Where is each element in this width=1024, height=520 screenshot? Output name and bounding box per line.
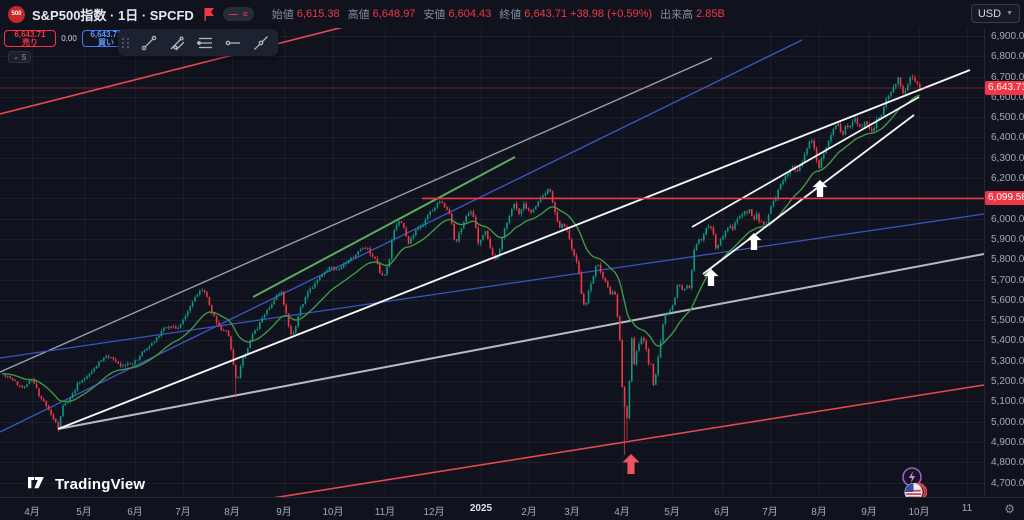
drag-handle[interactable] (122, 37, 130, 48)
ohlc-readout: 始値 6,615.38 高値 6,648.97 安値 6,604.43 終値 6… (264, 6, 725, 22)
sell-button[interactable]: 6,643.71 売り (4, 30, 56, 47)
time-axis-label: 11月 (374, 507, 396, 518)
minus-icon[interactable]: — (228, 9, 238, 19)
time-axis-label: 11 (961, 503, 973, 514)
chevron-down-icon: ▼ (1006, 10, 1013, 17)
indicator-count: 5 (21, 52, 27, 62)
price-axis[interactable]: 6,900.00 6,800.00 6,700.00 6,600.00 6,500.00… (984, 28, 1024, 509)
time-axis[interactable]: 4月 5月 6月 7月 8月 9月 10月 11月 12月 2025 2月 3月 4月 5月 6月 7月 8月 9… (0, 497, 1024, 520)
buy-label: 買い (98, 37, 114, 47)
alert-level-tag: 6,099.58 (985, 191, 1024, 206)
trend-line-icon[interactable] (140, 34, 158, 52)
price-axis-label: 6,400.00 (991, 132, 1024, 144)
extended-line-icon[interactable] (252, 34, 270, 52)
current-price-tag: 6,643.71 (985, 81, 1024, 95)
price-axis-label: 5,400.00 (991, 335, 1024, 347)
buy-price: 6,643.71 (90, 29, 122, 39)
time-axis-label: 9月 (861, 507, 877, 518)
time-axis-label: 3月 (564, 507, 580, 518)
time-axis-label: 5月 (664, 507, 680, 518)
flag-icon[interactable] (204, 7, 215, 21)
price-axis-label: 4,800.00 (991, 457, 1024, 469)
parallel-channel-icon[interactable] (168, 34, 186, 52)
time-axis-label: 8月 (224, 507, 240, 518)
time-axis-label: 5月 (76, 507, 92, 518)
close-label: 終値 (499, 9, 522, 21)
time-axis-label: 6月 (714, 507, 730, 518)
price-axis-label: 6,200.00 (991, 173, 1024, 185)
price-axis-label: 5,600.00 (991, 294, 1024, 306)
price-axis-label: 6,800.00 (991, 51, 1024, 63)
price-axis-label: 5,800.00 (991, 254, 1024, 266)
time-axis-label: 9月 (276, 507, 292, 518)
price-axis-label: 4,900.00 (991, 436, 1024, 448)
collapsed-indicators-pill[interactable]: ⌄ 5 (8, 51, 32, 63)
wave-icon[interactable]: ≈ (242, 9, 248, 19)
currency-selector[interactable]: USD ▼ (970, 4, 1020, 23)
time-axis-label: 10月 (322, 507, 344, 518)
time-axis-label: 6月 (127, 507, 143, 518)
gear-icon[interactable]: ⚙ (1004, 502, 1015, 516)
high-label: 高値 (347, 9, 370, 21)
volume-label: 出来高 (660, 9, 694, 21)
time-axis-label: 8月 (811, 507, 827, 518)
high-value: 6,648.97 (372, 8, 416, 20)
drawing-toolbar (118, 29, 278, 56)
price-axis-label: 6,000.00 (991, 213, 1024, 225)
price-axis-label: 5,200.00 (991, 376, 1024, 388)
chart-header: 500 S&P500指数 · 1日 · SPCFD — ≈ 始値 6,615.3… (0, 0, 1024, 28)
chart-area[interactable]: 6,643.71 売り 0.00 6,643.71 買い (0, 28, 984, 502)
time-axis-label: 7月 (762, 507, 778, 518)
tradingview-logo[interactable]: TradingView (28, 476, 145, 493)
price-axis-label: 6,900.00 (991, 30, 1024, 42)
horizontal-ray-icon[interactable] (224, 34, 242, 52)
price-axis-label: 6,500.00 (991, 112, 1024, 124)
legend-toggle-pill[interactable]: — ≈ (222, 7, 254, 21)
main-chart-canvas[interactable] (0, 28, 984, 497)
tradingview-mark-icon (28, 477, 44, 489)
spread-value: 0.00 (61, 34, 77, 43)
price-axis-label: 5,300.00 (991, 355, 1024, 367)
time-axis-label: 4月 (614, 507, 630, 518)
price-axis-label: 6,600.00 (991, 91, 1024, 103)
symbol-logo-icon: 500 (8, 5, 25, 23)
price-axis-label: 6,700.00 (991, 71, 1024, 83)
price-axis-label: 5,700.00 (991, 274, 1024, 286)
chevron-down-icon: ⌄ (13, 54, 19, 61)
close-value: 6,643.71 (524, 8, 568, 20)
trade-panel: 6,643.71 売り 0.00 6,643.71 買い (4, 30, 130, 47)
time-axis-label: 10月 (908, 507, 930, 518)
time-axis-label: 2025 (469, 503, 493, 514)
price-axis-label: 5,000.00 (991, 416, 1024, 428)
low-label: 安値 (423, 9, 446, 21)
price-axis-label: 6,300.00 (991, 152, 1024, 164)
tradingview-logo-text: TradingView (55, 476, 146, 493)
price-axis-label: 5,100.00 (991, 396, 1024, 408)
price-axis-label: 5,900.00 (991, 233, 1024, 245)
sell-price: 6,643.71 (14, 29, 46, 39)
low-value: 6,604.43 (448, 8, 492, 20)
horizontal-levels-icon[interactable] (196, 34, 214, 52)
change-value: +38.98 (+0.59%) (570, 8, 653, 20)
symbol-title[interactable]: S&P500指数 · 1日 · SPCFD (32, 7, 194, 23)
time-axis-label: 4月 (24, 507, 40, 518)
open-label: 始値 (271, 9, 294, 21)
sell-label: 売り (22, 37, 38, 47)
time-axis-label: 7月 (175, 507, 191, 518)
time-axis-label: 2月 (521, 507, 537, 518)
time-axis-label: 12月 (423, 507, 445, 518)
price-axis-label: 4,700.00 (991, 477, 1024, 489)
price-axis-label: 5,500.00 (991, 315, 1024, 327)
open-value: 6,615.38 (296, 8, 340, 20)
volume-value: 2.85B (696, 8, 725, 20)
currency-label: USD (977, 7, 1002, 20)
